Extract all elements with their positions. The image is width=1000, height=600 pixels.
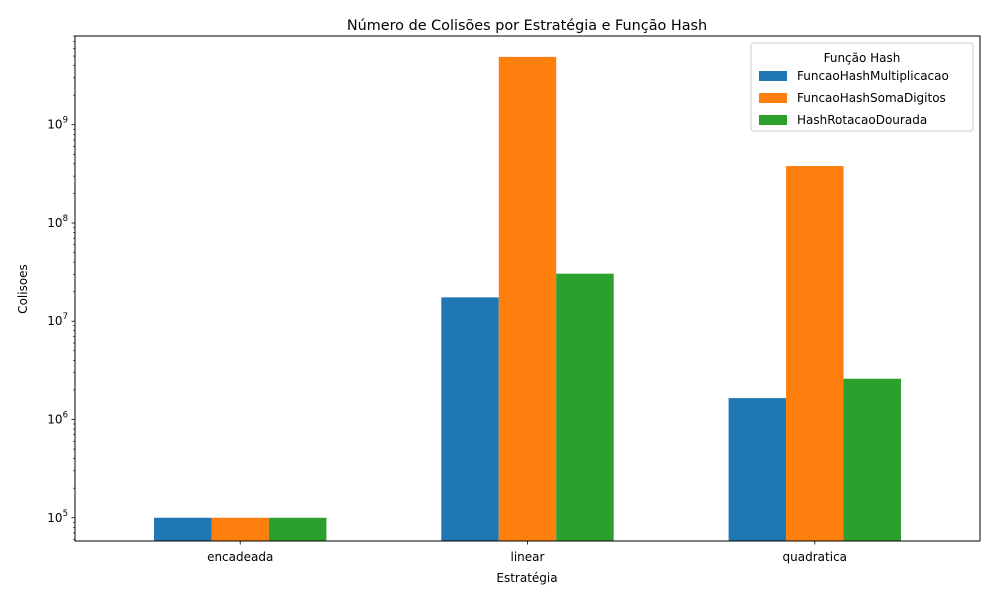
bar-HashRotacaoDourada-encadeada (268, 517, 327, 541)
x-axis: encadeada linear quadratica (207, 541, 847, 564)
legend-label-FuncaoHashSomaDigitos: FuncaoHashSomaDigitos (797, 91, 946, 105)
legend: Função Hash FuncaoHashMultiplicacao Funcao… (750, 42, 974, 132)
y-axis: 105 106 107 108 109 (47, 35, 75, 540)
legend-swatch-FuncaoHashMultiplicacao (759, 71, 787, 81)
legend-swatch-FuncaoHashSomaDigitos (759, 93, 787, 103)
y-axis-label: Colisoes (16, 264, 30, 314)
y-tick-label: 108 (47, 214, 68, 230)
y-tick-label: 107 (47, 312, 68, 328)
legend-title: Função Hash (824, 51, 901, 65)
bar-HashRotacaoDourada-linear (556, 273, 614, 541)
y-tick-label: 105 (47, 509, 68, 525)
bar-HashRotacaoDourada-quadratica (843, 378, 901, 541)
bar-FuncaoHashSomaDigitos-encadeada (211, 517, 269, 541)
y-tick-label: 109 (47, 116, 68, 132)
bar-FuncaoHashSomaDigitos-quadratica (786, 166, 844, 542)
x-tick-label: encadeada (207, 550, 273, 564)
bars-group (154, 56, 901, 542)
legend-box (750, 42, 974, 132)
legend-swatch-HashRotacaoDourada (759, 115, 787, 125)
bar-FuncaoHashMultiplicacao-quadratica (728, 398, 787, 541)
x-axis-label: Estratégia (496, 571, 557, 585)
chart-title: Número de Colisões por Estratégia e Funç… (347, 18, 707, 34)
y-tick-label: 106 (47, 411, 68, 427)
bar-FuncaoHashSomaDigitos-linear (498, 56, 557, 541)
bar-FuncaoHashMultiplicacao-linear (441, 297, 499, 541)
x-tick-label: quadratica (783, 550, 847, 564)
legend-label-HashRotacaoDourada: HashRotacaoDourada (797, 113, 927, 127)
bar-FuncaoHashMultiplicacao-encadeada (154, 517, 212, 541)
legend-label-FuncaoHashMultiplicacao: FuncaoHashMultiplicacao (797, 69, 949, 83)
x-tick-label: linear (511, 550, 545, 564)
